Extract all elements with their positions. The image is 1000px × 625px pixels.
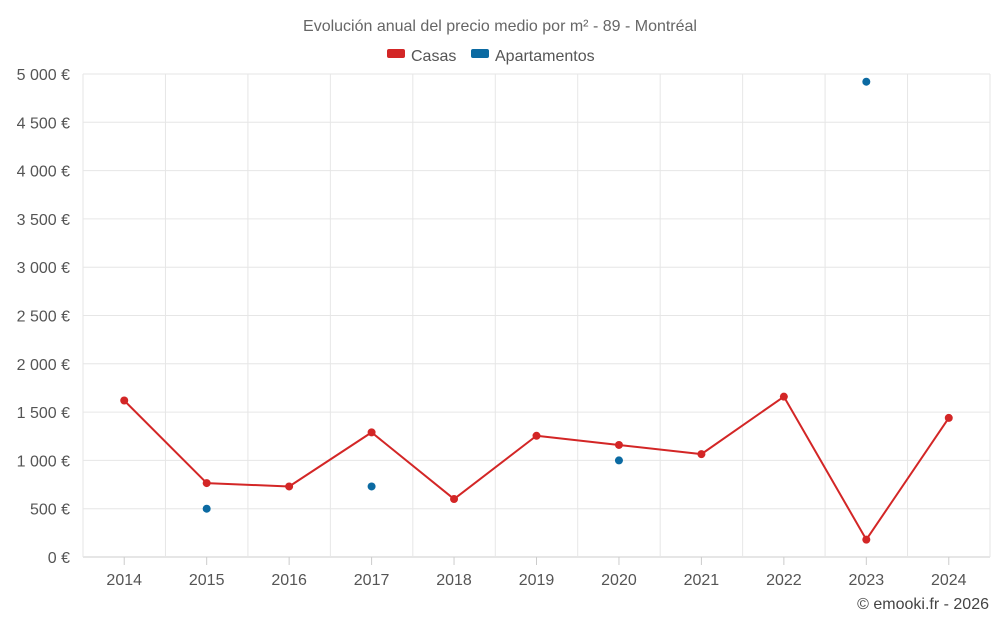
y-axis-labels: 0 € 500 € 1 000 € 1 500 € 2 000 € 2 500 € 3 00… <box>17 67 70 567</box>
credit-text: © emooki.fr - 2026 <box>857 596 989 613</box>
data-point-casas[interactable] <box>779 392 788 401</box>
data-point-casas[interactable] <box>614 440 623 449</box>
grid <box>82 73 991 558</box>
legend-swatch-casas <box>387 49 405 58</box>
x-tick-label: 2021 <box>684 572 720 589</box>
legend: Casas Apartamentos <box>387 48 595 65</box>
y-tick-label: 1 000 € <box>17 453 70 470</box>
y-tick-label: 2 000 € <box>17 357 70 374</box>
data-point-casas[interactable] <box>202 479 211 488</box>
legend-label-casas[interactable]: Casas <box>411 48 456 65</box>
data-point-casas[interactable] <box>697 450 706 459</box>
data-point-casas[interactable] <box>120 396 129 405</box>
legend-swatch-apartamentos <box>471 49 489 58</box>
data-point-apartamentos[interactable] <box>862 77 871 86</box>
x-tick-label: 2019 <box>519 572 555 589</box>
x-tick-label: 2024 <box>931 572 967 589</box>
y-tick-label: 3 500 € <box>17 212 70 229</box>
x-tick-label: 2022 <box>766 572 802 589</box>
x-axis-labels: 2014 2015 2016 2017 2018 2019 2020 2021 2022 2023… <box>106 557 967 589</box>
data-point-apartamentos[interactable] <box>367 482 376 491</box>
data-point-casas[interactable] <box>285 482 294 491</box>
data-point-casas[interactable] <box>367 428 376 437</box>
x-tick-label: 2014 <box>106 572 142 589</box>
y-tick-label: 3 000 € <box>17 260 70 277</box>
y-tick-label: 4 000 € <box>17 164 70 181</box>
x-tick-label: 2017 <box>354 572 390 589</box>
chart-title: Evolución anual del precio medio por m² … <box>303 18 697 35</box>
data-point-casas[interactable] <box>532 431 541 440</box>
x-tick-label: 2016 <box>271 572 307 589</box>
y-tick-label: 1 500 € <box>17 405 70 422</box>
y-tick-label: 2 500 € <box>17 309 70 326</box>
y-tick-label: 500 € <box>30 502 70 519</box>
y-tick-label: 4 500 € <box>17 115 70 132</box>
series <box>120 77 953 544</box>
data-point-apartamentos[interactable] <box>614 456 623 465</box>
data-point-apartamentos[interactable] <box>202 504 211 513</box>
x-tick-label: 2015 <box>189 572 225 589</box>
data-point-casas[interactable] <box>944 413 953 422</box>
data-point-casas[interactable] <box>450 495 459 504</box>
x-tick-label: 2018 <box>436 572 472 589</box>
x-tick-label: 2020 <box>601 572 637 589</box>
data-point-casas[interactable] <box>862 535 871 544</box>
y-tick-label: 0 € <box>48 550 70 567</box>
legend-label-apartamentos[interactable]: Apartamentos <box>495 48 595 65</box>
y-tick-label: 5 000 € <box>17 67 70 84</box>
x-tick-label: 2023 <box>849 572 885 589</box>
